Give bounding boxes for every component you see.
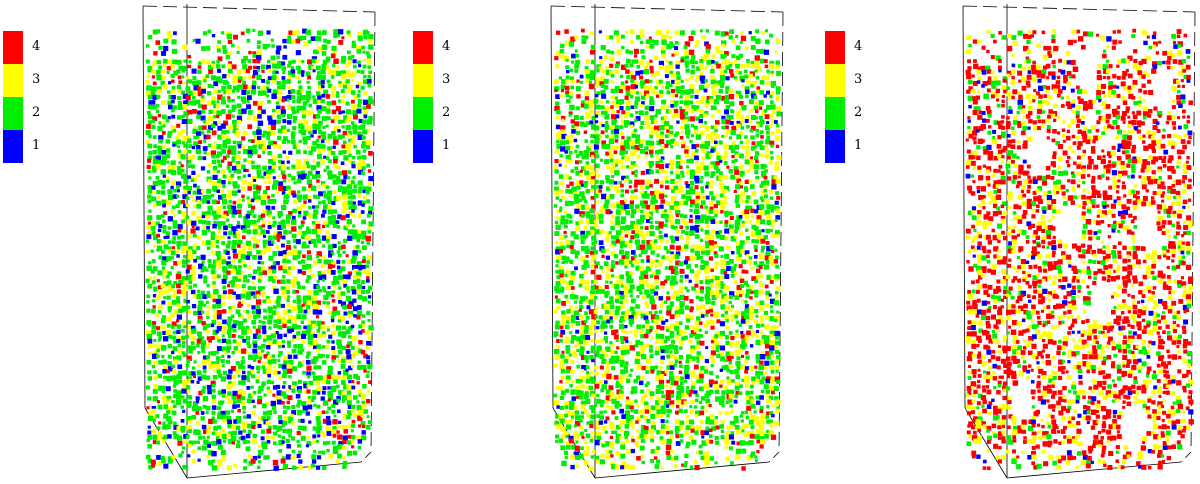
legend-label-2: 2 [854,105,863,120]
legend-label-4: 4 [32,39,41,54]
voxel-plot-left [142,4,376,479]
swatch-3 [825,64,845,97]
legend-label-2: 2 [442,105,451,120]
legend-label-3: 3 [854,72,863,87]
legend-entry: 1 [825,130,885,163]
swatch-1 [3,130,23,163]
voxel-plot-right [962,4,1196,479]
legend-label-3: 3 [442,72,451,87]
legend-entry: 3 [413,64,473,97]
legend-label-4: 4 [442,39,451,54]
legend-entry: 4 [3,31,63,64]
swatch-3 [3,64,23,97]
legend-entry: 2 [825,97,885,130]
legend-3: 4 3 2 1 [825,31,885,163]
swatch-2 [825,97,845,130]
legend-entry: 4 [413,31,473,64]
voxel-cloud [965,28,1194,471]
voxel-plot-middle [550,4,784,479]
box-frame [962,4,1196,479]
legend-label-3: 3 [32,72,41,87]
legend-label-1: 1 [854,138,863,153]
swatch-1 [413,130,433,163]
voxel-cloud [145,28,374,471]
legend-entry: 1 [413,130,473,163]
swatch-4 [3,31,23,64]
legend-entry: 2 [413,97,473,130]
legend-entry: 3 [3,64,63,97]
legend-2: 4 3 2 1 [413,31,473,163]
swatch-4 [825,31,845,64]
legend-label-2: 2 [32,105,41,120]
legend-entry: 4 [825,31,885,64]
voxel-cloud [553,28,782,471]
voxel-box-middle [543,0,803,484]
swatch-2 [413,97,433,130]
swatch-3 [413,64,433,97]
legend-label-1: 1 [442,138,451,153]
legend-1: 4 3 2 1 [3,31,63,163]
voxel-box-left [135,0,395,484]
legend-label-4: 4 [854,39,863,54]
swatch-2 [3,97,23,130]
swatch-4 [413,31,433,64]
legend-label-1: 1 [32,138,41,153]
legend-entry: 2 [3,97,63,130]
legend-entry: 3 [825,64,885,97]
voxel-box-right [955,0,1200,484]
legend-entry: 1 [3,130,63,163]
swatch-1 [825,130,845,163]
